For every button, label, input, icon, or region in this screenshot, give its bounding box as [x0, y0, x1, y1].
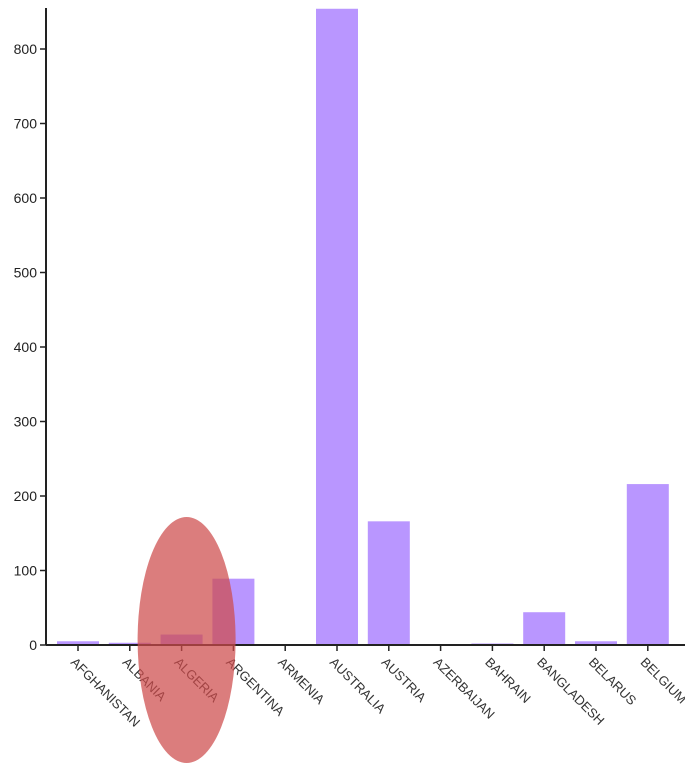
y-tick-label: 200 [14, 488, 38, 504]
y-axis: 0 100 200 300 400 500 600 700 800 [14, 8, 47, 653]
x-tick-label-austria: AUSTRIA [379, 655, 430, 706]
y-tick-label: 0 [29, 637, 37, 653]
x-tick-label-belarus: BELARUS [586, 655, 640, 709]
highlight-layer [137, 517, 236, 763]
y-tick-label: 500 [14, 265, 38, 281]
bar-afghanistan [57, 641, 99, 645]
bar-belgium [626, 484, 669, 645]
y-tick-label: 300 [14, 414, 38, 430]
y-tick-label: 800 [14, 41, 38, 57]
y-tick-label: 100 [14, 563, 38, 579]
x-tick-label-armenia: ARMENIA [275, 655, 328, 708]
bar-albania [108, 642, 151, 645]
y-tick-label: 400 [14, 339, 38, 355]
y-tick-label: 700 [14, 116, 38, 132]
highlight-ellipse [137, 517, 236, 763]
bar-australia [316, 8, 358, 645]
y-tick-label: 600 [14, 190, 38, 206]
x-tick-label-bahrain: BAHRAIN [482, 655, 533, 706]
bar-austria [367, 521, 410, 645]
bars-group [57, 8, 669, 646]
bar-bangladesh [523, 612, 566, 645]
x-tick-label-belgium: BELGIUM [638, 655, 685, 707]
bar-belarus [575, 641, 617, 645]
